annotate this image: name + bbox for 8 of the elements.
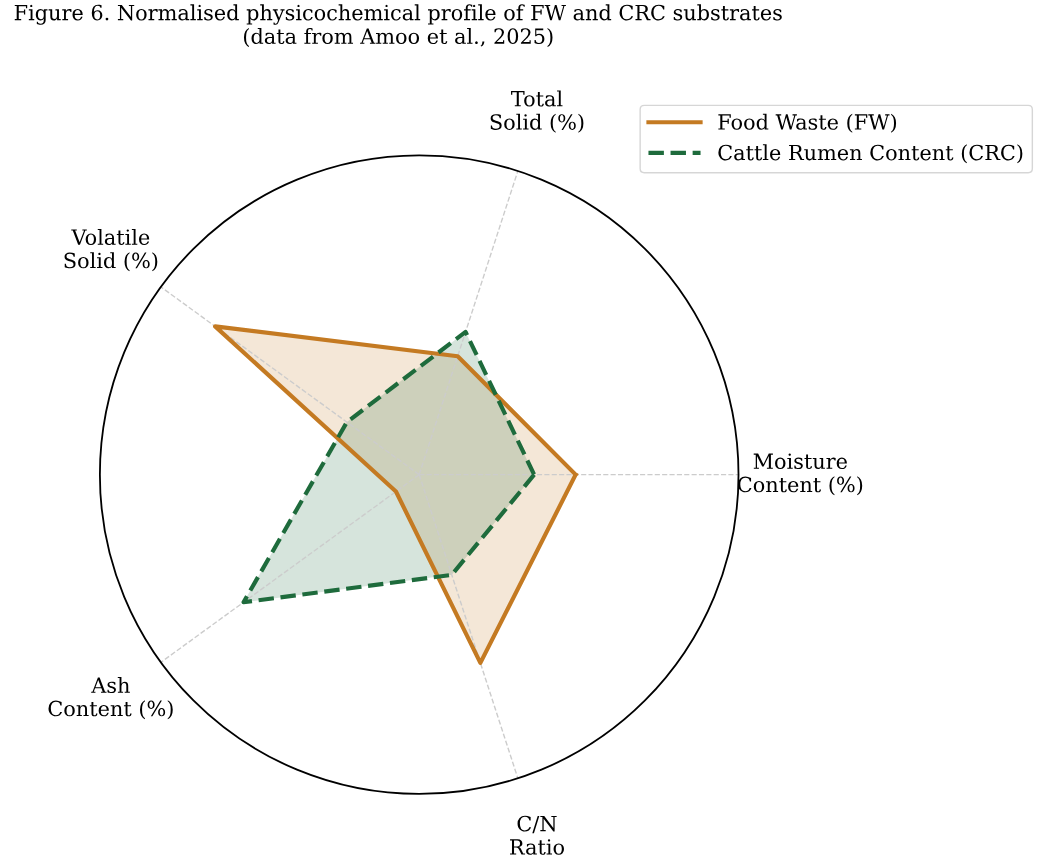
spoke-label: Total Solid (%) [490,90,584,133]
spoke-label: Moisture Content (%) [737,453,863,496]
legend-label: Food Waste (FW) [718,113,897,133]
chart-title: Figure 6. Normalised physicochemical profile of FW and CRC substrates (data from Amoo et al., 2025) [14,4,782,48]
spoke-label: Ash Content (%) [48,676,173,720]
spoke-label: C/N Ratio [510,815,564,855]
legend-label: Cattle Rumen Content (CRC) [718,144,1023,164]
spoke-label: Volatile Solid (%) [64,228,158,272]
